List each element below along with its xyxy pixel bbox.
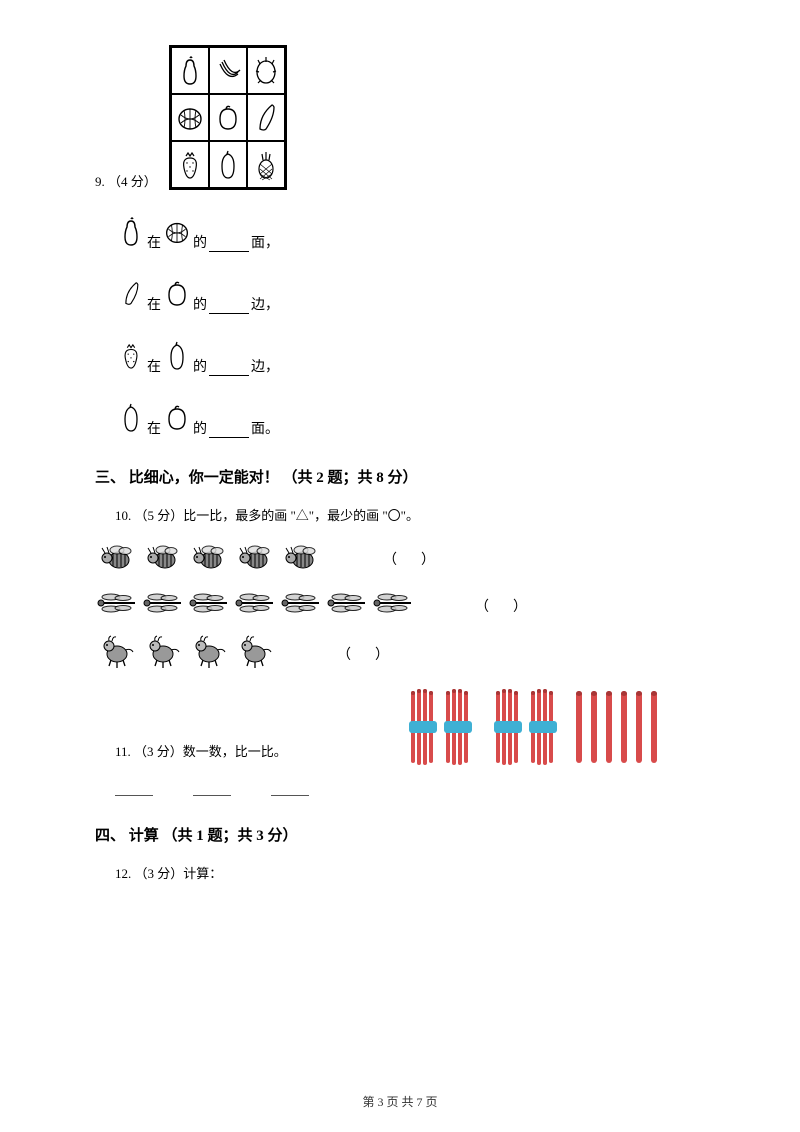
text-zai: 在 <box>147 418 161 438</box>
text-de: 的 <box>193 356 207 376</box>
q10-row: （） <box>95 538 710 579</box>
stick-bundle-icon <box>407 685 439 774</box>
position-line: 在 的 面， <box>115 212 710 252</box>
blank-field[interactable] <box>209 424 249 438</box>
watermelon-icon <box>161 212 193 252</box>
pea-icon <box>252 101 280 135</box>
dragonfly-icon <box>141 589 185 622</box>
q11-row: 11. （3 分）数一数，比一比。 <box>95 685 710 774</box>
blank-field[interactable] <box>209 362 249 376</box>
text-tail: 边， <box>251 356 279 376</box>
dragonfruit-icon <box>252 54 280 88</box>
stick-bundle-icon <box>442 685 474 774</box>
single-stick-icon <box>588 685 600 774</box>
blank-field[interactable] <box>193 784 231 796</box>
grid-dragonfruit <box>247 47 285 94</box>
single-stick-icon <box>633 685 645 774</box>
grid-peach <box>209 94 247 141</box>
text-de: 的 <box>193 294 207 314</box>
q11-label: 11. （3 分）数一数，比一比。 <box>115 741 287 760</box>
bee-icon <box>95 538 139 579</box>
page-footer: 第 3 页 共 7 页 <box>0 1093 800 1110</box>
pineapple-icon <box>252 148 280 182</box>
papaya-icon <box>115 398 147 438</box>
single-stick-icon <box>648 685 660 774</box>
dragonfly-icon <box>233 589 277 622</box>
answer-paren[interactable]: （） <box>383 549 459 569</box>
dragonfly-icon <box>95 589 139 622</box>
birdbug-icon <box>187 632 231 675</box>
bug-group <box>95 589 415 622</box>
q11-blanks <box>115 784 710 796</box>
blank-field[interactable] <box>209 238 249 252</box>
q12-label: 12. （3 分）计算： <box>115 863 710 882</box>
grid-banana <box>209 47 247 94</box>
bug-group <box>95 632 277 675</box>
bee-icon <box>141 538 185 579</box>
banana-icon <box>214 54 242 88</box>
pear-icon <box>176 54 204 88</box>
answer-paren[interactable]: （） <box>475 596 551 616</box>
position-line: 在 的 边， <box>115 274 710 314</box>
fruit-grid <box>169 45 287 190</box>
peach-icon <box>214 101 242 135</box>
q10-label: 10. （5 分）比一比，最多的画 "△"，最少的画 "〇"。 <box>115 505 710 524</box>
single-stick-icon <box>618 685 630 774</box>
grid-strawberry <box>171 141 209 188</box>
text-de: 的 <box>193 232 207 252</box>
dragonfly-icon <box>371 589 415 622</box>
grid-pea <box>247 94 285 141</box>
stick-bundle-icon <box>527 685 559 774</box>
text-tail: 面， <box>251 232 279 252</box>
peach-icon <box>161 274 193 314</box>
text-tail: 边， <box>251 294 279 314</box>
position-line: 在 的 边， <box>115 336 710 376</box>
section4-title: 四、 计算 （共 1 题；共 3 分） <box>95 824 710 845</box>
bee-icon <box>187 538 231 579</box>
blank-field[interactable] <box>209 300 249 314</box>
position-line: 在 的 面。 <box>115 398 710 438</box>
text-zai: 在 <box>147 294 161 314</box>
text-de: 的 <box>193 418 207 438</box>
q9-position-lines: 在的面，在的边，在的边，在的面。 <box>95 212 710 438</box>
q10-row: （） <box>95 589 710 622</box>
single-stick-icon <box>603 685 615 774</box>
q9-label: 9. （4 分） <box>95 171 157 190</box>
text-tail: 面。 <box>251 418 279 438</box>
peach-icon <box>161 398 193 438</box>
papaya-icon <box>161 336 193 376</box>
q10-rows-container: （） （） （） <box>95 538 710 675</box>
grid-watermelon <box>171 94 209 141</box>
bee-icon <box>279 538 323 579</box>
dragonfly-icon <box>187 589 231 622</box>
dragonfly-icon <box>325 589 369 622</box>
watermelon-icon <box>176 101 204 135</box>
text-zai: 在 <box>147 356 161 376</box>
q10-row: （） <box>95 632 710 675</box>
grid-pineapple <box>247 141 285 188</box>
single-stick-icon <box>573 685 585 774</box>
grid-papaya <box>209 141 247 188</box>
pear-icon <box>115 212 147 252</box>
blank-field[interactable] <box>115 784 153 796</box>
sticks-illustration <box>407 685 660 774</box>
birdbug-icon <box>141 632 185 675</box>
strawberry-icon <box>115 336 147 376</box>
section3-title: 三、 比细心，你一定能对！ （共 2 题；共 8 分） <box>95 466 710 487</box>
pea-icon <box>115 274 147 314</box>
bee-icon <box>233 538 277 579</box>
grid-pear <box>171 47 209 94</box>
blank-field[interactable] <box>271 784 309 796</box>
stick-bundle-icon <box>492 685 524 774</box>
birdbug-icon <box>95 632 139 675</box>
birdbug-icon <box>233 632 277 675</box>
q9-header-row: 9. （4 分） <box>95 45 710 190</box>
text-zai: 在 <box>147 232 161 252</box>
strawberry-icon <box>176 148 204 182</box>
papaya-icon <box>214 148 242 182</box>
bug-group <box>95 538 323 579</box>
dragonfly-icon <box>279 589 323 622</box>
answer-paren[interactable]: （） <box>337 644 413 664</box>
